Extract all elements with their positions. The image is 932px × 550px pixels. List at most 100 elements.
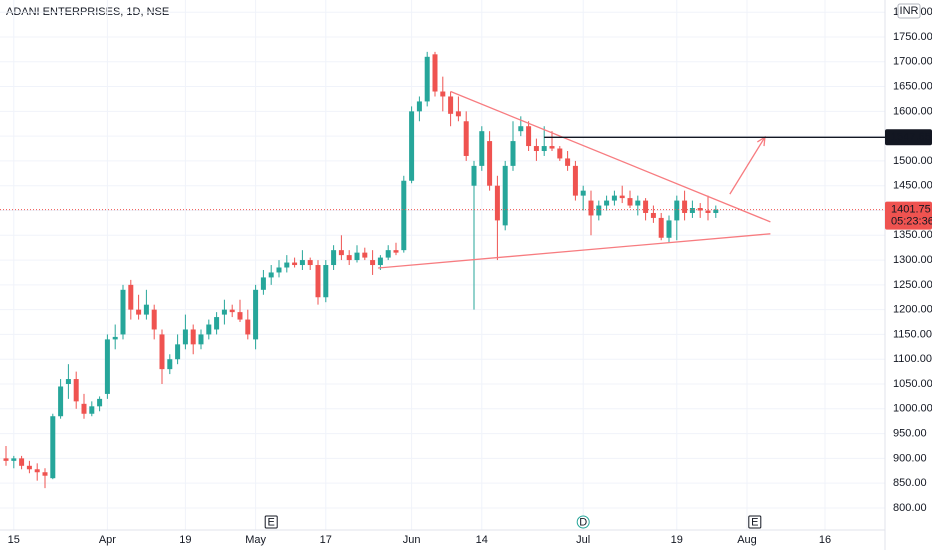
y-tick-label: 1500.00 [893,155,932,167]
candle-body [159,334,165,370]
candle-body [237,312,243,320]
y-tick-label: 1050.00 [893,378,932,390]
candle-body [619,195,625,199]
candle-body [697,208,703,211]
candle-body [104,339,110,394]
candle-body [260,277,266,290]
candle-body [167,359,173,370]
candle-body [175,344,181,360]
price-label-box [885,129,932,146]
candle-body [526,126,532,147]
candle-body [463,121,469,156]
candle-body [151,309,157,330]
candle-body [557,148,563,159]
candle-body [580,190,586,196]
candle-body [510,141,516,166]
candle-body [689,208,695,213]
candle-body [674,200,680,221]
candle-body [409,111,415,181]
y-tick-label: 1000.00 [893,403,932,415]
candle-body [424,56,430,102]
candle-body [635,200,641,206]
y-tick-label: 800.00 [893,502,927,514]
currency-badge [897,3,921,19]
x-tick-label: Apr [99,534,116,546]
candle-body [3,458,9,461]
candle-body [627,198,633,206]
candle-body [299,260,305,266]
x-tick-label: May [245,534,266,546]
candle-body [112,336,118,340]
candle-body [50,416,56,479]
candle-body [549,146,555,149]
candle-body [229,309,235,313]
candle-body [604,200,610,206]
y-tick-label: 1700.00 [893,56,932,68]
y-tick-label: 1150.00 [893,328,932,340]
x-tick-label: 14 [476,534,488,546]
candle-body [81,403,87,414]
x-tick-label: Aug [737,534,757,546]
y-tick-label: 1200.00 [893,304,932,316]
candle-body [73,379,79,402]
y-tick-label: 1600.00 [893,105,932,117]
candle-body [198,334,204,345]
trend-line [450,90,771,223]
candle-body [650,212,656,218]
y-tick-label: 1750.00 [893,31,932,43]
event-label: E [751,516,758,528]
trend-line [378,233,771,269]
candle-body [611,195,617,201]
candle-body [97,398,103,407]
candle-body [682,200,688,213]
candle-body [292,262,298,266]
candle-body [440,91,446,97]
candle-body [455,111,461,117]
candle-body [479,131,485,166]
currency-label: INR [900,5,919,17]
candle-body [533,146,539,152]
candle-body [362,252,368,258]
price-label: 1547.65 [891,131,931,143]
event-badge [264,515,278,529]
candle-body [666,220,672,238]
candle-body [713,209,719,213]
candle-body [42,472,48,476]
countdown-label: 05:23:36 [891,216,932,228]
y-tick-label: 900.00 [893,452,927,464]
candle-body [596,205,602,216]
candle-body [34,469,40,473]
candle-body [705,210,711,213]
arrow-line [729,136,766,195]
candle-body [206,324,212,335]
y-tick-label: 1300.00 [893,254,932,266]
candle-body [120,289,126,335]
event-badge [748,515,762,529]
x-tick-label: 19 [179,534,191,546]
candle-body [338,250,344,256]
candle-body [214,317,220,330]
candle-body [541,146,547,152]
candle-body [432,54,438,92]
candle-body [268,272,274,278]
y-tick-label: 1450.00 [893,180,932,192]
arrow-head [757,135,766,147]
y-tick-label: 850.00 [893,477,927,489]
x-tick-label: 19 [671,534,683,546]
candle-body [58,386,64,417]
candle-body [518,126,524,132]
y-tick-label: 1350.00 [893,229,932,241]
candle-body [331,250,337,266]
candle-body [471,165,477,186]
candle-body [502,165,508,226]
candle-body [128,284,134,310]
candle-body [19,458,25,466]
candle-body [315,265,321,298]
candle-body [370,260,376,266]
y-tick-label: 1650.00 [893,80,932,92]
candle-body [276,267,282,273]
last-price-label: 1401.75 [891,204,931,216]
x-tick-label: 15 [8,534,20,546]
candle-body [11,458,17,461]
